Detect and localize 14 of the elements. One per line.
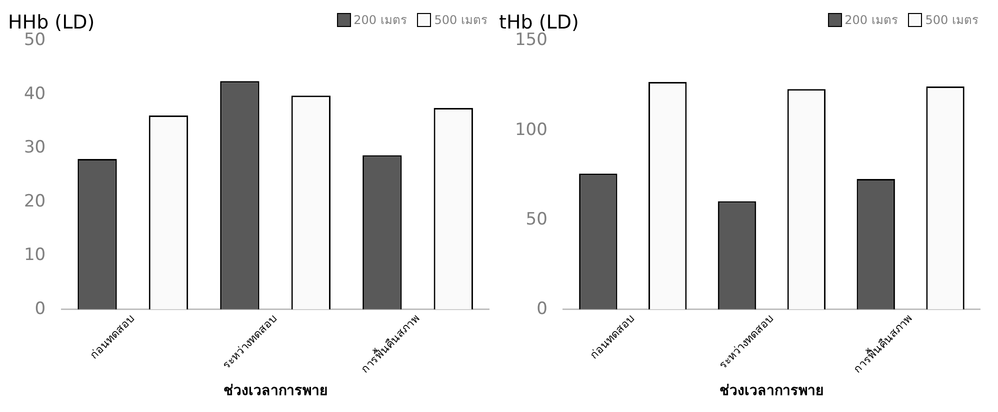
y-tick-label: 0 <box>34 298 46 319</box>
y-tick-label: 10 <box>24 245 46 266</box>
legend-label: 200 เมตร <box>354 12 406 29</box>
legend-label: 200 เมตร <box>844 12 898 29</box>
x-axis-title: ช่วงเวลาการพาย <box>223 383 328 400</box>
legend-label: 500 เมตร <box>434 12 487 29</box>
legend-label: 500 เมตร <box>925 12 978 29</box>
x-axis-title: ช่วงเวลาการพาย <box>720 383 824 400</box>
y-tick-label: 50 <box>526 209 548 230</box>
y-tick-label: 20 <box>24 191 46 212</box>
y-tick-label: 0 <box>536 298 548 319</box>
y-tick-label: 100 <box>514 120 548 140</box>
y-tick-label: 40 <box>24 84 46 104</box>
y-tick-label: 30 <box>24 138 46 158</box>
